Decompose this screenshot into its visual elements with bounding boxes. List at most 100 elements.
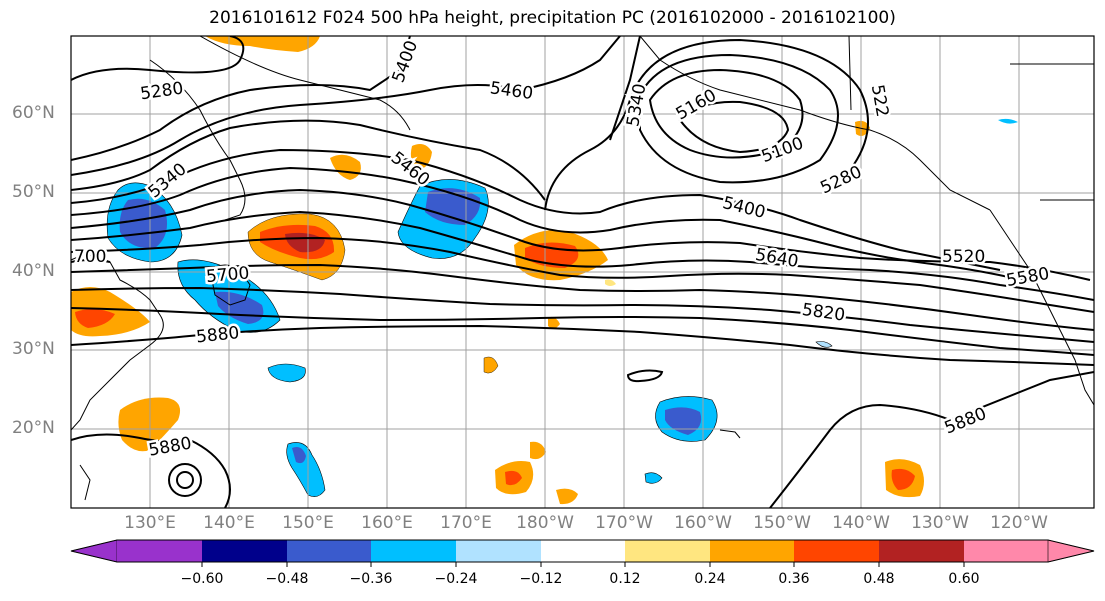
lat-label: 20°N [12,418,55,438]
colorbar-bin [541,540,625,562]
contour-5520 [71,188,1091,281]
colorbar-bin [117,540,202,562]
colorbar-tick-label: 0.60 [948,571,980,587]
contour-label: 5460 [489,78,535,104]
contour-5220 [639,53,839,184]
coast-siberia [199,36,411,131]
contour-5820 [71,307,1094,356]
colorbar-ticks [201,562,965,567]
contour-label: 5580 [1005,264,1051,291]
contour-5580 [71,210,1094,301]
contour-5280-low [544,38,869,211]
precip-pos-kuril [330,154,361,180]
contour-label: 5400 [389,38,423,85]
contour-5880-sw [71,433,231,508]
contour-5880-south [769,371,1094,508]
contour-label: 5160 [673,86,720,125]
colorbar-bin [371,540,456,562]
colorbar-bin [710,540,794,562]
contour-label: 5700 [205,263,250,287]
contour-closed-small [626,369,664,383]
lon-label: 160°E [361,513,413,533]
plot-frame [70,35,1095,509]
colorbar-tick-label: −0.60 [180,571,224,587]
coastlines [71,36,1094,501]
contour-label: 5520 [942,247,985,267]
contour-5880-north [71,324,1094,366]
contour-label: 5340 [145,159,191,202]
colorbar-tick-label: 0.48 [863,571,895,587]
coast-na-west [989,209,1094,406]
precip-neg-small2 [644,472,663,484]
colorbar-bin [287,540,371,562]
colorbar-bin [879,540,964,562]
colorbar-extend-max [1047,539,1095,563]
colorbar-bin [794,540,879,562]
precip-pos-small1 [483,356,499,374]
lat-label: 30°N [12,339,55,359]
height-contours [71,36,1094,508]
colorbar-tick-label: −0.24 [434,571,478,587]
contour-label: 5640 [754,245,800,272]
coast-canada-border [848,36,1094,201]
colorbar-bin [456,540,541,562]
contour-5700 [71,263,1094,331]
lon-label: 120°W [990,513,1048,533]
coast-asia [71,255,164,431]
contour-5460-band [71,166,1031,283]
contour-label: 700 [74,247,106,267]
map-title: 2016101612 F024 500 hPa height, precipit… [209,8,896,28]
contour-label: 522 [867,83,892,118]
lon-label: 140°E [203,513,255,533]
lat-label: 40°N [12,261,55,281]
colorbar-tick-label: −0.12 [519,571,563,587]
lon-label: 150°W [753,513,811,533]
colorbar-extend-min [70,539,118,563]
lat-label: 50°N [12,182,55,202]
lon-label: 140°W [832,513,890,533]
coast-philippines [79,464,91,501]
precip-neg-small3 [998,118,1018,124]
contour-label: 5820 [801,300,847,326]
colorbar-tick-label: 0.12 [609,571,641,587]
precip-neg-small4 [815,341,833,348]
contour-label: 5880 [942,404,990,439]
contour-typhoon-inner [176,471,194,489]
colorbar [70,539,1095,567]
precip-neg-hawaii-core [665,407,702,435]
precip-neg-sw1 [286,442,326,497]
contour-5400-band [71,148,1001,271]
colorbar-bin [625,540,710,562]
lon-label: 130°E [124,513,176,533]
lat-label: 60°N [12,103,55,123]
contour-5640 [71,236,1094,313]
colorbar-tick-label: −0.36 [349,571,393,587]
colorbar-bin [964,540,1048,562]
lon-label: 170°E [440,513,492,533]
precip-pos-top [205,36,320,52]
precip-pos-sw4 [556,488,578,505]
contour-label: 5400 [721,193,768,223]
colorbar-tick-label: 0.36 [778,571,810,587]
colorbar-tick-label: −0.48 [265,571,309,587]
colorbar-tick-label: 0.24 [694,571,726,587]
lon-label: 160°W [674,513,732,533]
colorbar-bin [202,540,287,562]
contour-5460 [71,36,621,176]
coast-kamchatka [149,59,246,221]
contour-label: 5280 [139,79,185,105]
precip-pos-sw2-core [505,470,522,486]
contour-5760 [71,286,1094,343]
contour-5400-north [71,36,411,161]
lon-label: 130°W [911,513,969,533]
contour-5280-west [71,36,245,81]
lon-label: 170°W [595,513,653,533]
contour-typhoon-outer [168,463,202,497]
contour-5340-west [71,119,546,201]
contour-label: 5880 [195,323,240,347]
contour-5100 [678,100,790,154]
precip-pos-east-core [891,468,915,490]
colorbar-outline [70,539,1095,563]
contour-5700-west [71,259,111,263]
